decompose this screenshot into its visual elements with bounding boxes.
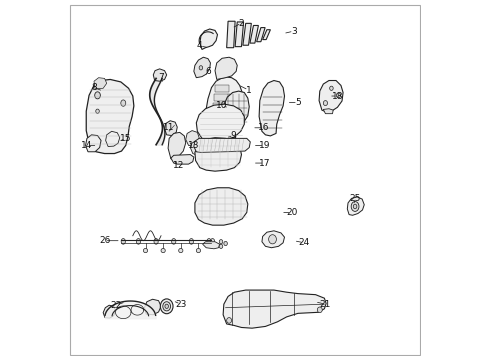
Ellipse shape xyxy=(318,307,322,312)
Text: 4: 4 xyxy=(197,41,203,50)
Ellipse shape xyxy=(351,202,359,211)
Text: 21: 21 xyxy=(320,300,331,309)
Text: 20: 20 xyxy=(286,208,297,217)
Ellipse shape xyxy=(227,318,232,323)
Polygon shape xyxy=(86,80,134,154)
Text: 14: 14 xyxy=(81,141,93,150)
Text: 16: 16 xyxy=(258,123,269,132)
Text: 18: 18 xyxy=(332,91,343,100)
Text: 12: 12 xyxy=(173,161,184,170)
Ellipse shape xyxy=(154,239,158,244)
Polygon shape xyxy=(196,104,245,140)
Text: 19: 19 xyxy=(259,141,270,150)
Polygon shape xyxy=(347,197,364,215)
Polygon shape xyxy=(106,131,120,147)
Polygon shape xyxy=(323,109,333,114)
Text: 22: 22 xyxy=(111,301,122,310)
Ellipse shape xyxy=(219,244,223,248)
Polygon shape xyxy=(213,103,231,109)
Polygon shape xyxy=(263,30,270,40)
Polygon shape xyxy=(262,231,285,248)
Polygon shape xyxy=(250,26,258,43)
Ellipse shape xyxy=(96,109,99,113)
Text: 10: 10 xyxy=(216,102,228,111)
Ellipse shape xyxy=(196,248,200,253)
Ellipse shape xyxy=(189,239,194,244)
Polygon shape xyxy=(223,290,326,328)
Polygon shape xyxy=(215,127,231,143)
Ellipse shape xyxy=(160,299,173,314)
Ellipse shape xyxy=(121,239,125,244)
Polygon shape xyxy=(235,22,244,47)
Ellipse shape xyxy=(323,100,327,105)
Polygon shape xyxy=(195,138,242,171)
Text: 6: 6 xyxy=(205,67,211,76)
Polygon shape xyxy=(205,77,242,151)
Polygon shape xyxy=(227,21,235,48)
Text: 11: 11 xyxy=(163,123,175,132)
Text: 24: 24 xyxy=(298,238,310,247)
Polygon shape xyxy=(212,121,232,127)
Polygon shape xyxy=(190,141,202,154)
Ellipse shape xyxy=(199,66,203,70)
Polygon shape xyxy=(94,78,107,89)
Text: 15: 15 xyxy=(120,134,131,143)
Polygon shape xyxy=(153,69,167,81)
Polygon shape xyxy=(215,85,229,92)
Ellipse shape xyxy=(353,204,357,209)
Ellipse shape xyxy=(136,239,141,244)
Polygon shape xyxy=(194,138,250,153)
Ellipse shape xyxy=(144,248,147,253)
Text: 5: 5 xyxy=(295,98,301,107)
Ellipse shape xyxy=(336,93,341,98)
Ellipse shape xyxy=(172,239,176,244)
Text: 26: 26 xyxy=(99,236,110,245)
Ellipse shape xyxy=(179,248,183,253)
Polygon shape xyxy=(145,299,161,315)
Polygon shape xyxy=(215,57,237,80)
Ellipse shape xyxy=(224,242,227,246)
Text: 8: 8 xyxy=(91,83,97,92)
Polygon shape xyxy=(186,131,199,146)
Ellipse shape xyxy=(95,92,100,99)
Text: 3: 3 xyxy=(291,27,296,36)
Polygon shape xyxy=(259,81,285,136)
Polygon shape xyxy=(171,154,194,164)
Polygon shape xyxy=(243,23,251,45)
Polygon shape xyxy=(214,94,230,100)
Polygon shape xyxy=(195,188,248,225)
Text: 1: 1 xyxy=(245,86,251,95)
Text: 7: 7 xyxy=(158,73,164,82)
Polygon shape xyxy=(211,130,233,136)
Polygon shape xyxy=(223,91,249,127)
Text: 13: 13 xyxy=(188,141,199,150)
Polygon shape xyxy=(210,138,234,145)
Text: 23: 23 xyxy=(175,300,187,309)
Polygon shape xyxy=(200,29,218,49)
Polygon shape xyxy=(203,242,220,249)
Text: 9: 9 xyxy=(231,131,237,140)
Ellipse shape xyxy=(121,100,126,106)
Polygon shape xyxy=(165,121,177,136)
Ellipse shape xyxy=(165,304,169,309)
Text: 17: 17 xyxy=(259,158,270,167)
Ellipse shape xyxy=(330,86,333,90)
Ellipse shape xyxy=(161,248,165,253)
Ellipse shape xyxy=(207,239,211,244)
Polygon shape xyxy=(168,132,186,159)
Ellipse shape xyxy=(210,239,215,244)
Text: 25: 25 xyxy=(349,194,361,203)
Polygon shape xyxy=(194,57,210,78)
Polygon shape xyxy=(103,305,116,318)
Ellipse shape xyxy=(163,302,171,311)
Text: 2: 2 xyxy=(239,18,245,27)
Polygon shape xyxy=(86,135,101,152)
Polygon shape xyxy=(213,112,232,118)
Ellipse shape xyxy=(219,240,223,244)
Polygon shape xyxy=(257,28,265,42)
Polygon shape xyxy=(319,81,343,112)
Ellipse shape xyxy=(269,235,276,244)
Ellipse shape xyxy=(221,132,226,138)
